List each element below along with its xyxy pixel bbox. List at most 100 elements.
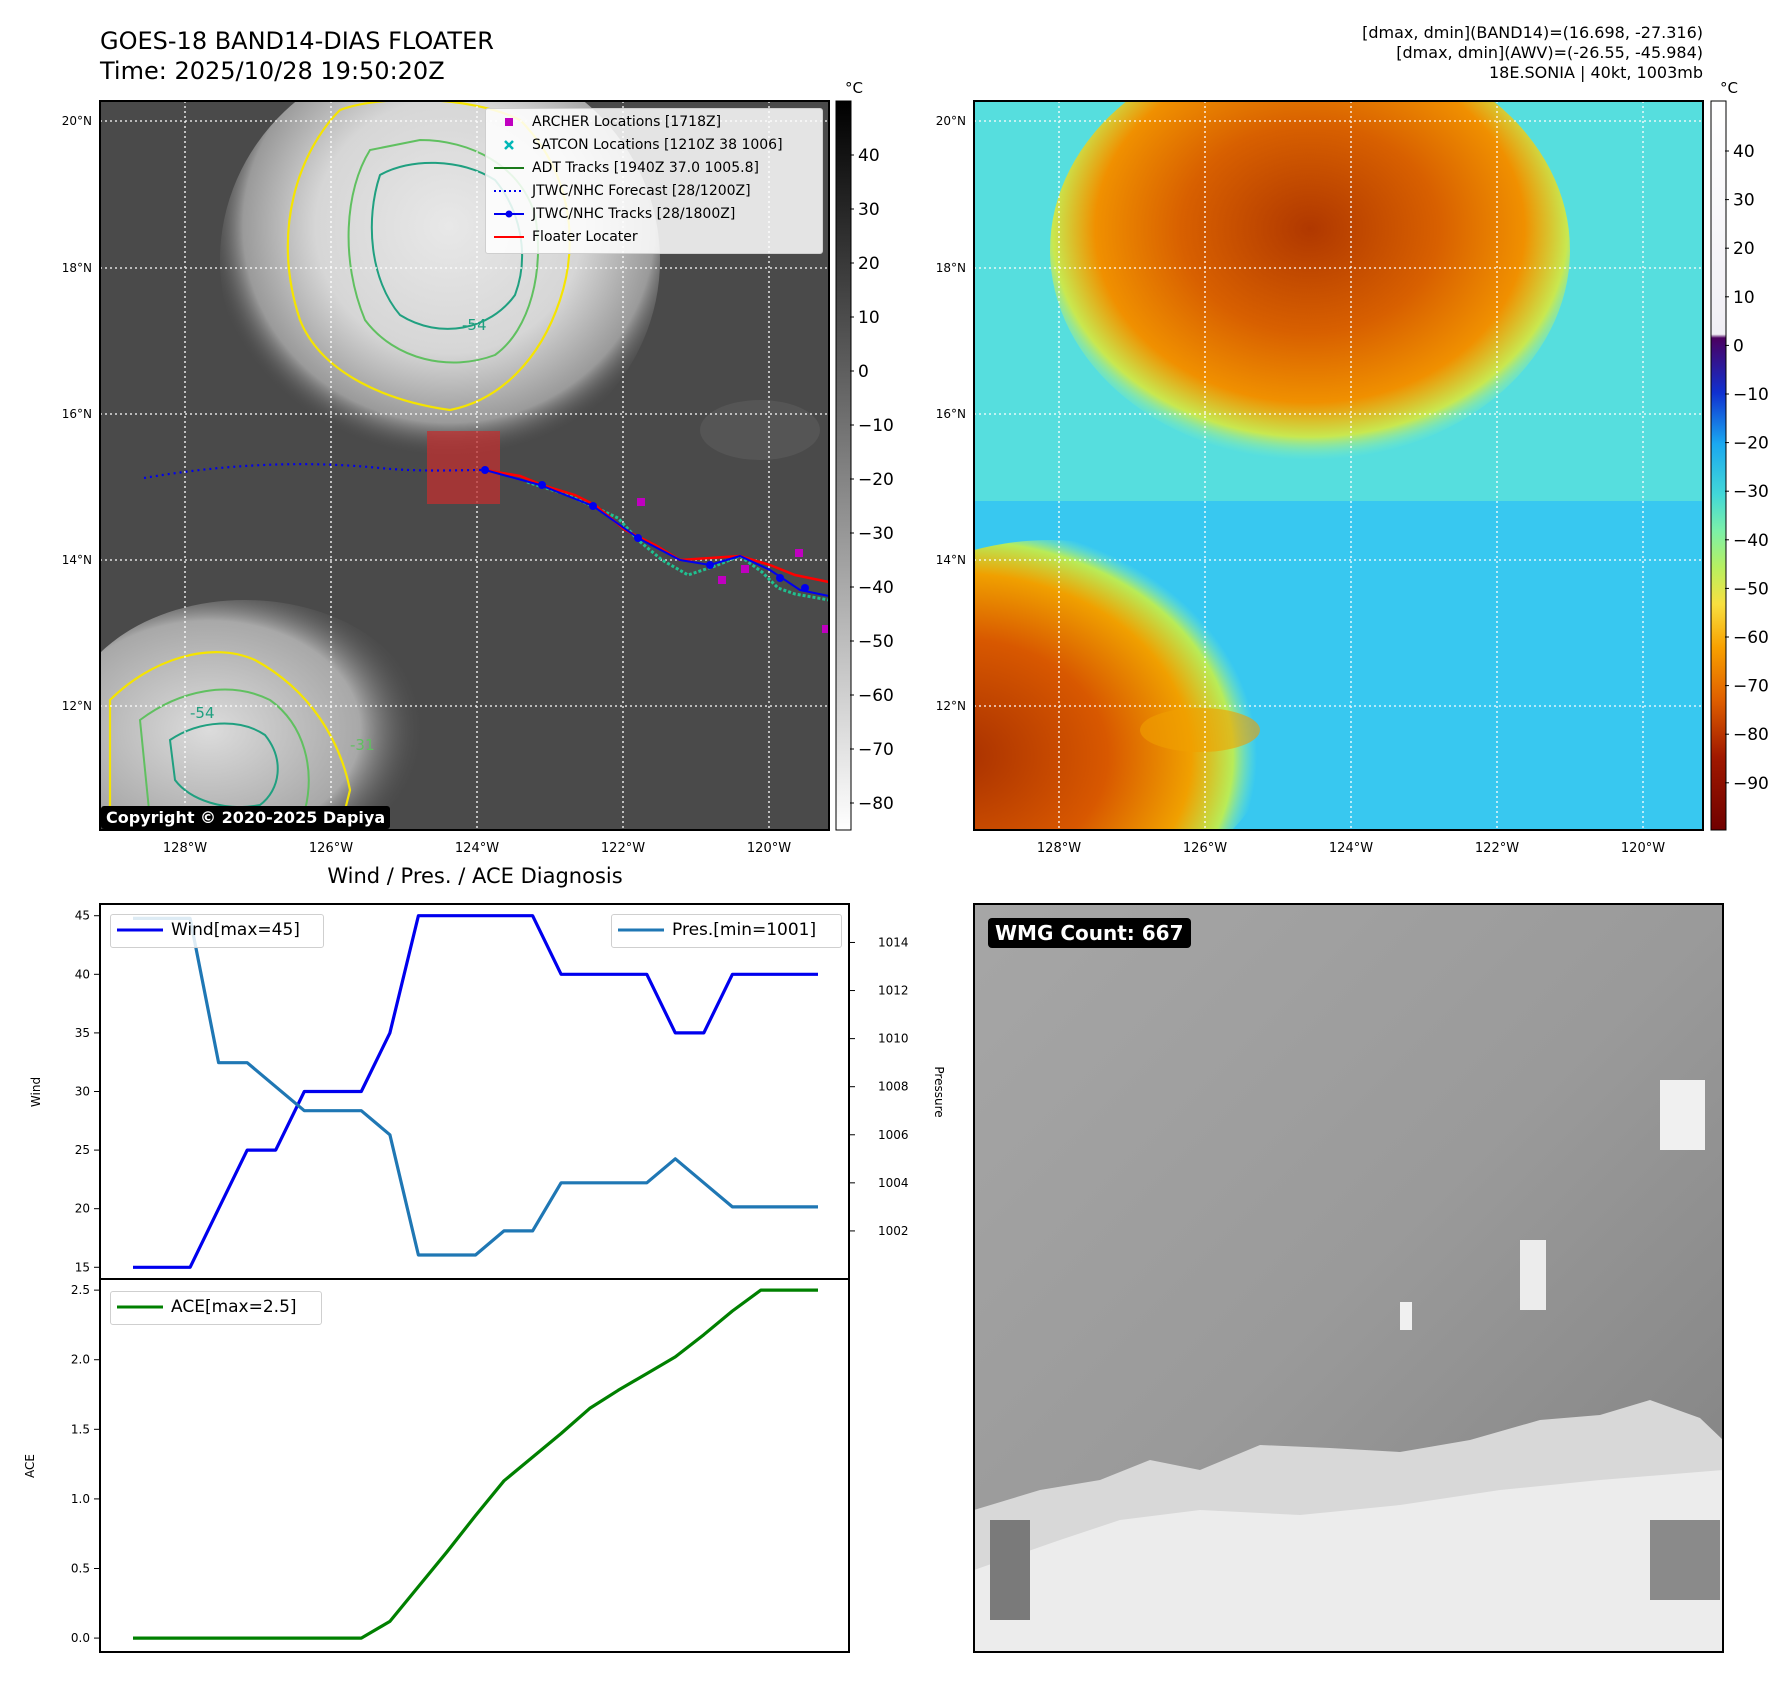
lon-tick-label: 122°W [601,841,645,856]
contour-teal-southwest [168,722,279,809]
wind-axis-label: Wind [29,1077,43,1107]
archer-point [795,549,803,557]
lat-tick-label: 12°N [62,699,92,713]
colorbar-dvorak-unit: °C [1720,79,1738,97]
wmg-dark-patch [990,1520,1030,1620]
contour-yellow-southwest [108,651,352,830]
jtwc-track [484,469,829,597]
lon-tick-label: 122°W [1475,841,1519,856]
map-tick-labels: 20°N 18°N 16°N 14°N 12°N 128°W 126°W 124°W 122°W… [62,114,1665,856]
y-tick-label: 1.5 [71,1422,90,1436]
colorbar-tick-label: 0 [858,362,869,382]
wmg-count-badge: WMG Count: 667 [988,918,1191,948]
pressure-axis-label: Pressure [932,1066,946,1117]
lon-tick-label: 124°W [455,841,499,856]
colorbar-tick-label: −70 [1733,677,1769,697]
colorbar-tick-label: 40 [1733,142,1755,162]
colorbar-tick-label: −80 [858,794,894,814]
y-tick-label: 1.0 [71,1492,90,1506]
contour-green-southwest [138,688,310,822]
ir-map-frame [99,100,830,831]
y-tick-label: 25 [75,1143,90,1157]
lat-tick-label: 12°N [936,699,966,713]
colorbar-tick-label: −40 [858,578,894,598]
ace-series: 2.5 2.0 1.5 1.0 0.5 0.0 [71,1283,818,1645]
colorbar-tick-label: −20 [858,470,894,490]
jtwc-track-points [481,466,809,592]
dvorak-map-frame [973,100,1704,831]
dvorak-map-gridlines [974,101,1703,830]
ir-cloud-east [700,400,820,460]
colorbar-tick-label: −80 [1733,725,1769,745]
floater-box [427,431,500,504]
contour-label-3: -31 [350,736,375,754]
colorbar-gray-ticks: 40 30 20 10 0 −10 −20 −30 −40 −50 −60 −70 −80 [850,146,894,814]
wmg-bright-patch [1400,1302,1412,1330]
archer-point [637,498,645,506]
jtwc-track-point [706,561,714,569]
y-right-tick-label: 1002 [878,1224,909,1238]
y-tick-label: 2.0 [71,1353,90,1367]
colorbar-tick-label: −40 [1733,531,1769,551]
storm-summary: 18E.SONIA | 40kt, 1003mb [1488,63,1703,82]
adt-line-icon [494,167,524,169]
colorbar-tick-label: −50 [1733,579,1769,599]
colorbar-tick-label: 20 [1733,239,1755,259]
y-tick-label: 30 [75,1085,90,1099]
floater-line-icon [494,236,524,238]
colorbar-tick-label: 40 [858,146,880,166]
lat-tick-label: 16°N [62,407,92,421]
colorbar-tick-label: 30 [858,200,880,220]
wind-legend: Wind[max=45] [110,914,324,948]
figure-time: Time: 2025/10/28 19:50:20Z [100,57,445,85]
jtwc-track-point [634,534,642,542]
dvorak-cloud-streak [1140,708,1260,752]
forecast-track [143,463,486,480]
archer-marker-icon [505,118,513,126]
lon-tick-label: 124°W [1329,841,1373,856]
colorbar-tick-label: 10 [858,308,880,328]
y-right-tick-label: 1012 [878,984,909,998]
map-legend: ARCHER Locations [1718Z] SATCON Location… [485,108,823,254]
ace-legend: ACE[max=2.5] [110,1291,322,1325]
colorbar-tick-label: −50 [858,632,894,652]
figure-title: GOES-18 BAND14-DIAS FLOATER [100,27,494,55]
lat-tick-label: 16°N [936,407,966,421]
series-line-ace [133,1288,818,1640]
satcon-marker-icon [504,140,514,150]
colorbar-tick-label: −90 [1733,774,1769,794]
forecast-line-icon [494,190,524,192]
lat-tick-label: 14°N [62,553,92,567]
contour-teal-main [370,161,524,330]
y-tick-label: 40 [75,967,90,981]
colorbar-tick-label: −60 [858,686,894,706]
wmg-cloud-core [974,1470,1723,1652]
wmg-frame [973,903,1724,1653]
colorbar-dvorak [1710,100,1727,831]
tracks-line-icon [494,210,524,218]
colorbar-gray [835,100,852,831]
pressure-line-icon [618,928,664,932]
jtwc-track-point [801,584,809,592]
ace-line-icon [117,1305,163,1309]
jtwc-track-point [481,466,489,474]
y-tick-label: 0.5 [71,1561,90,1575]
archer-point [741,565,749,573]
lon-tick-label: 126°W [309,841,353,856]
wind-line-icon [117,928,163,932]
y-tick-label: 35 [75,1026,90,1040]
colorbar-tick-label: −10 [858,416,894,436]
lat-tick-label: 18°N [62,261,92,275]
jtwc-track-point [589,502,597,510]
y-right-tick-label: 1006 [878,1128,909,1142]
y-right-tick-label: 1010 [878,1032,909,1046]
wmg-bright-patch [1520,1240,1546,1310]
wind-pressure-series: 45 40 35 30 25 20 15 1014 1012 1010 1008 1006 1004 10… [75,909,909,1275]
contour-label-2: -54 [190,704,215,722]
colorbar-tick-label: −60 [1733,628,1769,648]
y-tick-label: 15 [75,1260,90,1274]
y-tick-label: 45 [75,909,90,923]
colorbar-tick-label: 0 [1733,336,1744,356]
y-right-tick-label: 1004 [878,1176,909,1190]
